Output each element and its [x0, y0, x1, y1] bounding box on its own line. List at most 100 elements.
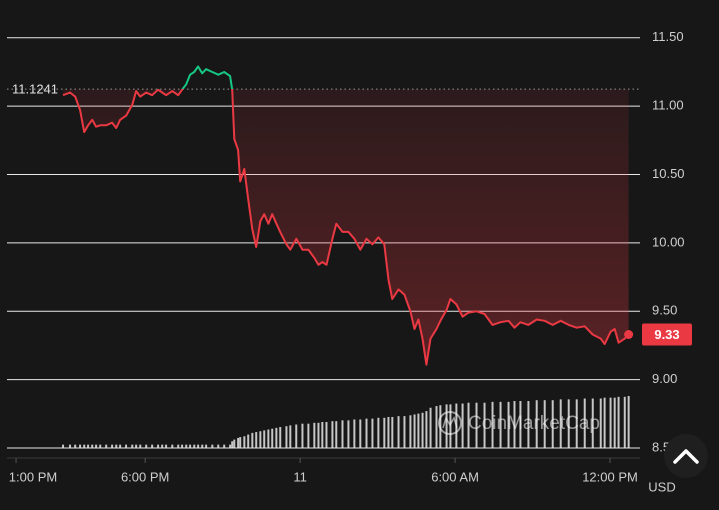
volume-bar: [403, 416, 406, 448]
volume-bar: [409, 415, 412, 448]
volume-bar: [69, 444, 72, 448]
volume-bar: [193, 444, 196, 448]
volume-bar: [321, 422, 324, 448]
volume-bar: [157, 444, 160, 448]
volume-bar: [317, 422, 320, 448]
currency-label: USD: [648, 479, 675, 494]
y-tick-label: 10.00: [652, 234, 685, 249]
volume-bar: [239, 437, 242, 448]
volume-bar: [527, 401, 530, 448]
volume-bar: [83, 444, 86, 448]
watermark-logo-mark: [442, 415, 458, 429]
volume-bar: [499, 401, 502, 448]
volume-bar: [535, 400, 538, 448]
volume-bar: [449, 404, 452, 448]
reference-label: 11.1241: [12, 82, 58, 97]
volume-bar: [371, 418, 374, 448]
volume-bar: [421, 412, 424, 448]
volume-bar: [397, 416, 400, 448]
current-price-label: 9.33: [654, 327, 679, 342]
volume-bar: [271, 428, 274, 448]
volume-bar: [347, 420, 350, 448]
volume-bar: [231, 441, 234, 448]
volume-bar: [313, 422, 316, 448]
volume-bar: [445, 404, 448, 448]
volume-bar: [105, 444, 108, 448]
volume-bar: [275, 427, 278, 448]
volume-bar: [279, 427, 282, 448]
volume-bar: [599, 398, 602, 448]
volume-bar: [435, 406, 438, 448]
volume-bar: [461, 403, 464, 448]
volume-bar: [301, 423, 304, 448]
volume-bar: [91, 444, 94, 448]
volume-bar: [211, 444, 214, 448]
volume-bar: [74, 444, 77, 448]
volume-bar: [217, 444, 220, 448]
volume-bar: [627, 396, 630, 448]
x-tick-label: 6:00 AM: [431, 469, 479, 484]
volume-bar: [483, 402, 486, 448]
volume-bar: [507, 401, 510, 448]
x-tick-label: 6:00 PM: [121, 469, 169, 484]
y-tick-label: 10.50: [652, 166, 685, 181]
volume-bar: [181, 444, 184, 448]
volume-bar: [223, 444, 226, 448]
watermark-logo: [438, 411, 462, 435]
volume-bar: [79, 444, 82, 448]
volume-bar: [267, 429, 270, 448]
volume-bar: [551, 400, 554, 448]
volume-bar: [603, 397, 606, 448]
volume-bar: [519, 401, 522, 448]
volume-bar: [229, 444, 232, 448]
volume-bar: [161, 444, 164, 448]
volume-bar: [237, 437, 240, 448]
volume-bar: [233, 439, 236, 448]
volume-bar: [295, 424, 298, 448]
volume-bar: [467, 402, 470, 448]
y-tick-label: 9.00: [652, 371, 677, 386]
volume-bar: [185, 444, 188, 448]
x-tick-label: 11: [293, 469, 307, 484]
watermark-text: CoinMarketCap: [468, 413, 600, 434]
volume-bar: [165, 444, 168, 448]
volume-bar: [623, 396, 626, 448]
volume-bar: [201, 444, 204, 448]
volume-bar: [425, 411, 428, 448]
volume-bar: [543, 400, 546, 448]
volume-bar: [145, 444, 148, 448]
volume-bar: [151, 444, 154, 448]
current-price-dot: [624, 330, 634, 340]
volume-bar: [475, 402, 478, 448]
volume-bar: [119, 444, 122, 448]
volume-bar: [255, 432, 258, 448]
volume-bar: [383, 417, 386, 448]
volume-bar: [285, 426, 288, 448]
volume-bar: [125, 444, 128, 448]
volume-bar: [559, 399, 562, 448]
volume-bar: [189, 444, 192, 448]
volume-bar: [377, 417, 380, 448]
volume-bar: [95, 444, 98, 448]
scroll-top-button[interactable]: [664, 434, 708, 478]
volume-bar: [335, 421, 338, 448]
volume-bar: [289, 425, 292, 448]
volume-bar: [177, 444, 180, 448]
volume-bar: [62, 444, 65, 448]
volume-bar: [591, 398, 594, 448]
volume-bar: [171, 444, 174, 448]
x-tick-label: 12:00 PM: [582, 469, 638, 484]
volume-bar: [325, 422, 328, 448]
volume-bar: [567, 399, 570, 448]
volume-bar: [139, 444, 142, 448]
volume-bar: [583, 398, 586, 448]
volume-bar: [259, 431, 262, 448]
price-area: [63, 89, 629, 365]
price-line: [62, 65, 630, 366]
volume-bar: [243, 436, 246, 448]
y-tick-label: 11.50: [652, 29, 684, 44]
volume-bar: [131, 444, 134, 448]
volume-bar: [609, 397, 612, 448]
